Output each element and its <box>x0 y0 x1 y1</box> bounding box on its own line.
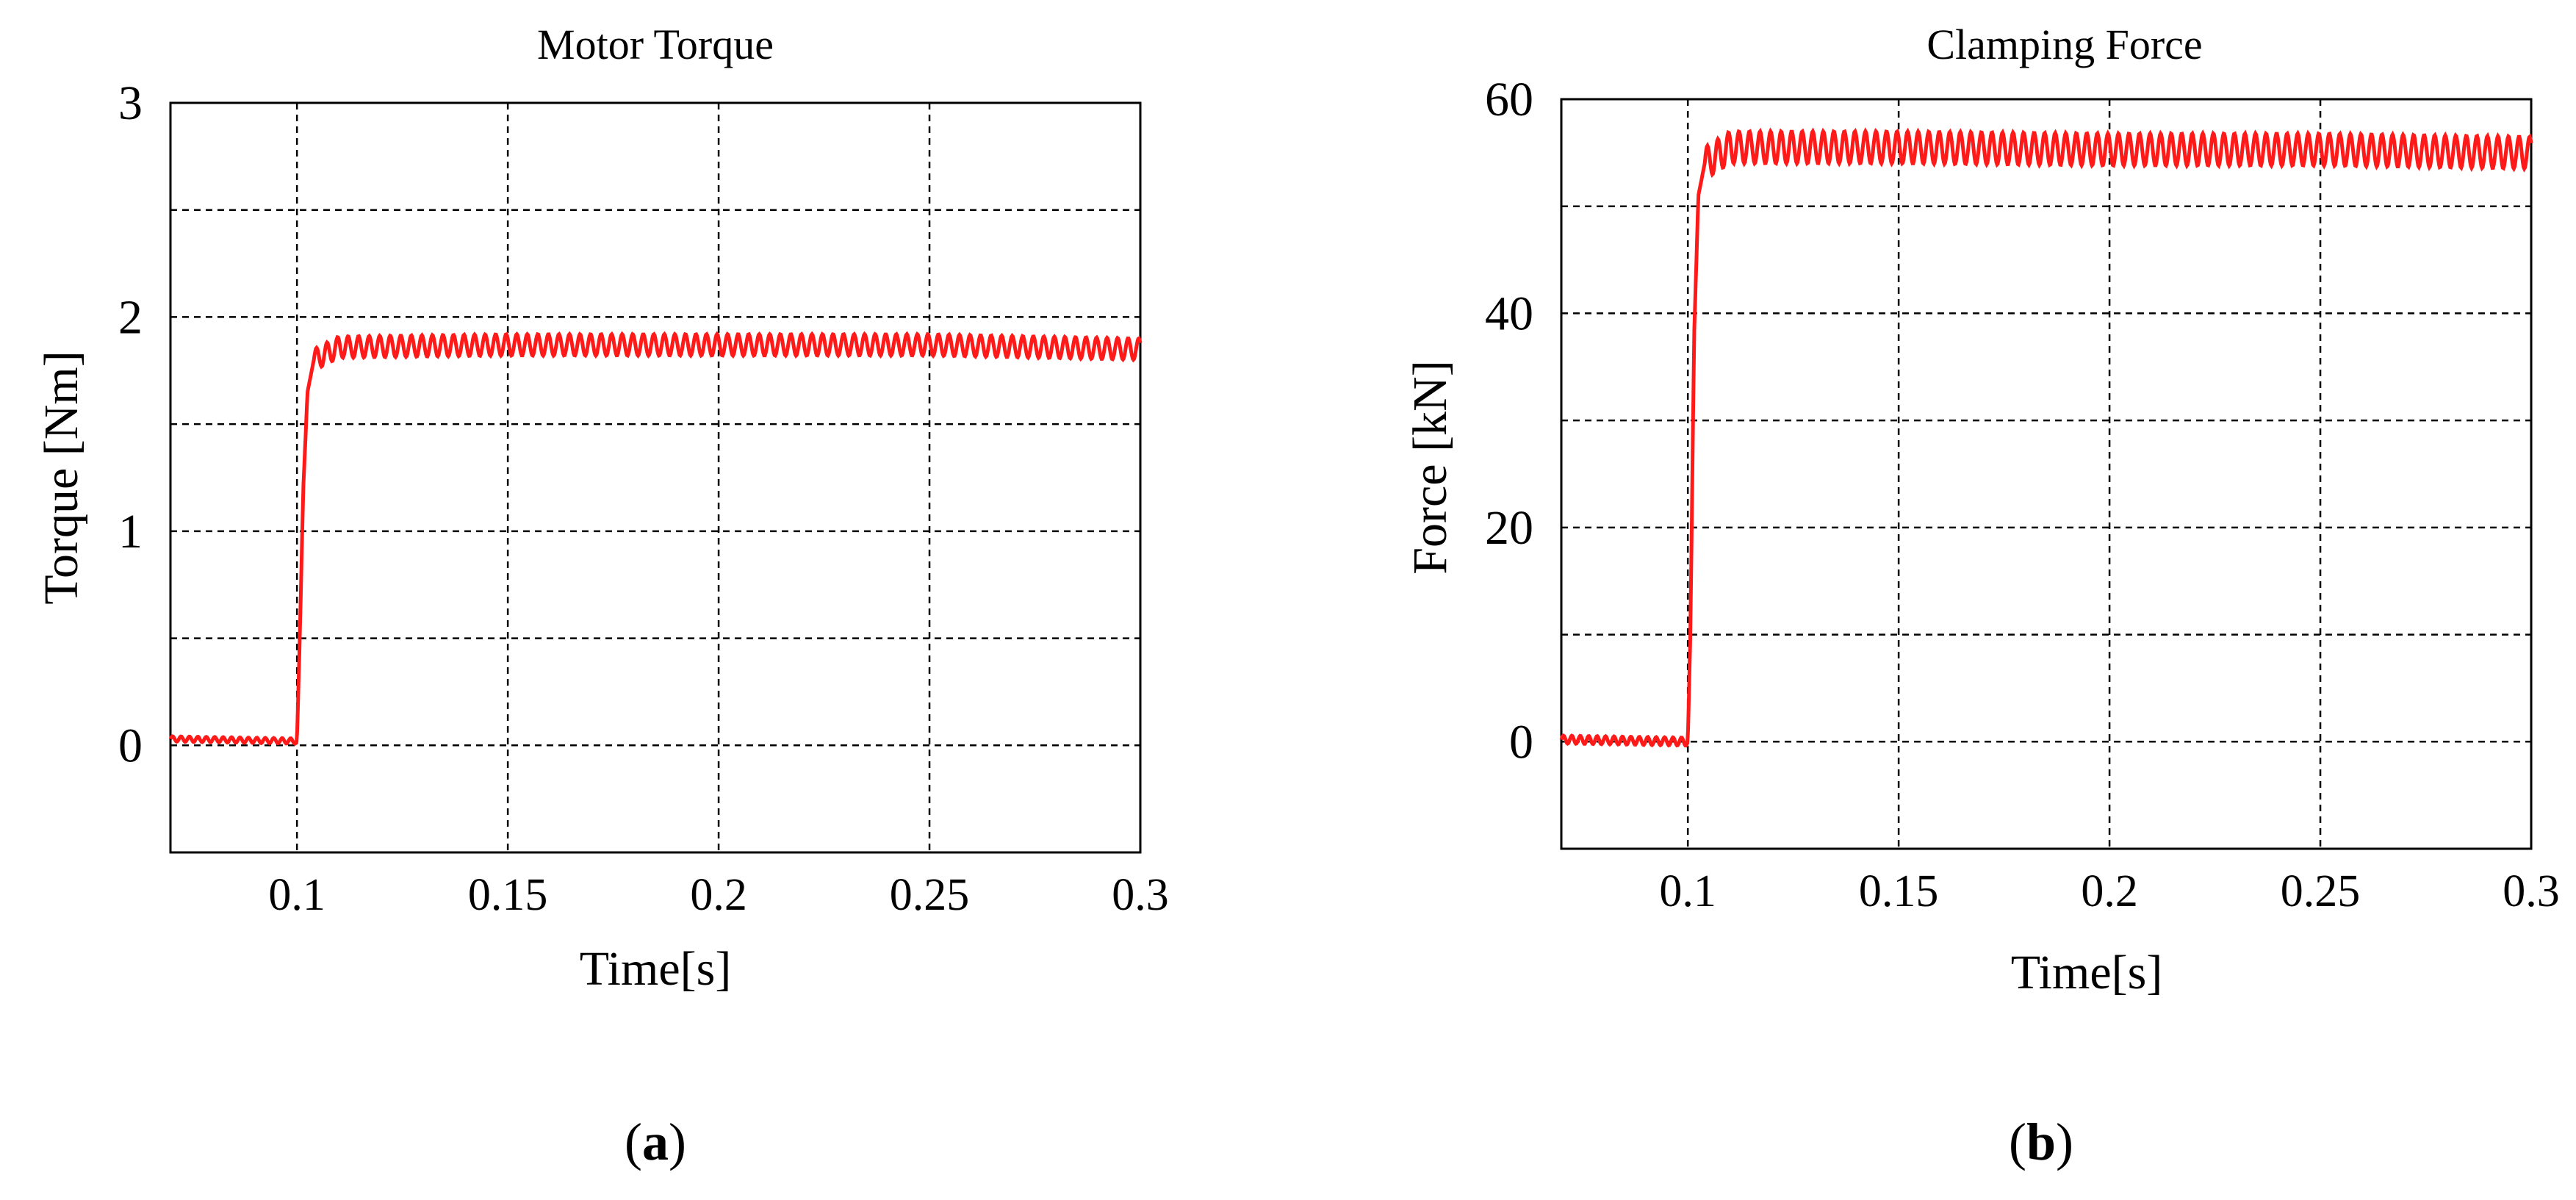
series-line <box>168 331 1143 746</box>
tick-labels: 0.1 0.15 0.2 0.25 0.3 0 1 2 3 <box>118 76 1169 920</box>
chart-title: Motor Torque <box>537 21 774 68</box>
caption-letter: a <box>642 1113 669 1171</box>
panel-caption: (a) <box>625 1113 686 1171</box>
x-tick-label: 0.2 <box>690 870 747 920</box>
y-tick-label: 20 <box>1485 501 1533 555</box>
x-tick-label: 0.15 <box>1859 866 1939 916</box>
caption-letter: b <box>2026 1113 2056 1171</box>
x-axis-label: Time[s] <box>580 942 732 996</box>
x-tick-label: 0.2 <box>2081 866 2138 916</box>
x-tick-label: 0.25 <box>890 870 970 920</box>
y-tick-label: 3 <box>118 76 143 130</box>
y-tick-label: 60 <box>1485 73 1533 126</box>
panel-motor-torque: 0.1 0.15 0.2 0.25 0.3 0 1 2 3 Motor Torque Time[… <box>35 21 1169 1171</box>
y-tick-label: 1 <box>118 505 143 558</box>
tick-labels: 0.1 0.15 0.2 0.25 0.3 0 20 40 60 <box>1485 73 2560 916</box>
x-tick-label: 0.3 <box>2503 866 2560 916</box>
x-tick-label: 0.15 <box>468 870 548 920</box>
series-line <box>1559 127 2533 748</box>
plot-frame <box>169 101 1142 854</box>
y-tick-label: 0 <box>1509 715 1533 769</box>
plot-frame <box>1560 98 2533 850</box>
x-tick-label: 0.1 <box>1659 866 1716 916</box>
y-tick-label: 40 <box>1485 287 1533 340</box>
y-tick-label: 0 <box>118 719 143 772</box>
panel-caption: (b) <box>2009 1113 2073 1171</box>
y-axis-label: Torque [Nm] <box>35 351 88 604</box>
x-tick-label: 0.25 <box>2281 866 2361 916</box>
x-axis-label: Time[s] <box>2011 946 2163 999</box>
chart-title: Clamping Force <box>1926 21 2202 68</box>
x-tick-label: 0.1 <box>268 870 325 920</box>
y-axis-label: Force [kN] <box>1403 360 1457 574</box>
y-tick-label: 2 <box>118 290 143 344</box>
x-tick-label: 0.3 <box>1112 870 1169 920</box>
